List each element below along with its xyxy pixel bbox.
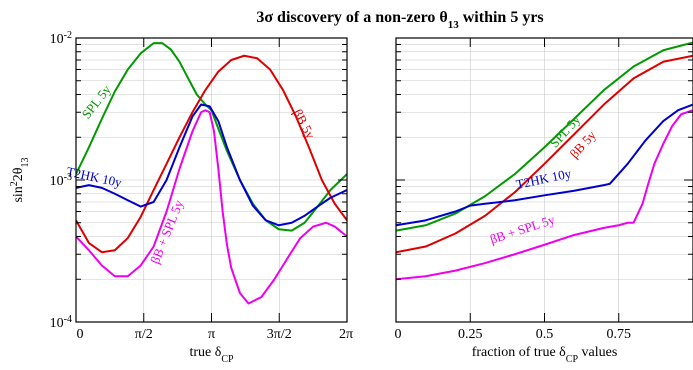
x-tick-label: 0.75 xyxy=(607,327,632,342)
y-tick-label: 10-3 xyxy=(50,172,72,190)
curve-label: βB 5y xyxy=(290,106,318,141)
x-tick-label: 0.25 xyxy=(458,327,483,342)
x-tick-label: π/2 xyxy=(135,327,153,342)
x-tick-label: 3π/2 xyxy=(267,327,292,342)
curve-label: SPL 5y xyxy=(79,82,115,122)
x-tick-label: 0.5 xyxy=(536,327,554,342)
x-tick-label: 0 xyxy=(77,327,84,342)
x-axis-label-left: true δCP xyxy=(189,345,234,365)
chart-title: 3σ discovery of a non-zero θ13 within 5 … xyxy=(256,9,543,31)
curve-label: T2HK 10y xyxy=(515,166,573,192)
y-axis-label: sin22θ13 xyxy=(9,157,31,202)
x-axis-label-right: fraction of true δCP values xyxy=(472,345,618,365)
chart-panels: 0 π/2 π 3π/2 2π true δCP SPL 5y βB 5y T2HK 10y βB… xyxy=(9,30,693,365)
y-tick-label: 10-2 xyxy=(50,30,72,48)
x-tick-label: 0 xyxy=(395,327,402,342)
x-tick-label: π xyxy=(208,327,215,342)
x-tick-label: 2π xyxy=(339,327,353,342)
y-tick-label: 10-4 xyxy=(50,314,72,332)
curve-label: βB + SPL 5y xyxy=(488,212,557,247)
